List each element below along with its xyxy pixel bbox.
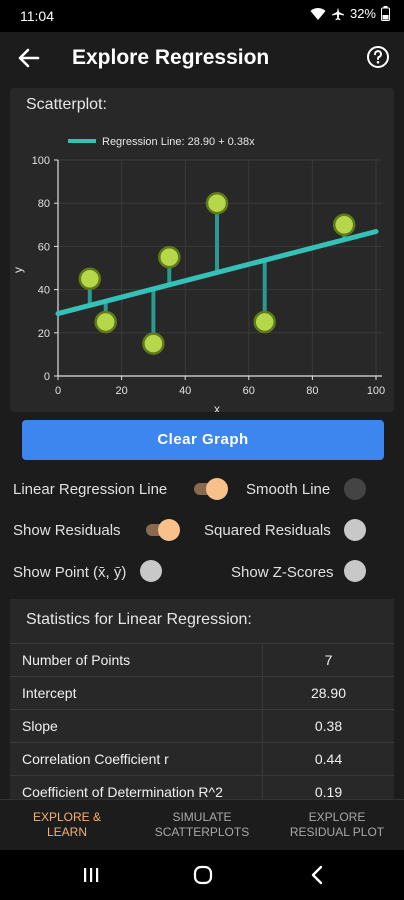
tab-label-line1: EXPLORE & xyxy=(32,810,102,824)
stat-label: Correlation Coefficient r xyxy=(10,742,263,776)
stat-value: 0.19 xyxy=(262,775,394,799)
battery-percent: 32% xyxy=(349,6,376,21)
y-axis-label: y xyxy=(11,267,25,273)
tab-label-line1: SIMULATE xyxy=(172,810,232,824)
data-point[interactable] xyxy=(205,191,229,215)
stat-label: Coefficient of Determination R^2 xyxy=(10,775,263,799)
main-content: Scatterplot: 0 20 40 60 80 100 0 20 40 60 80 100 y… xyxy=(0,84,404,799)
statistics-table: Number of Points 7 Intercept 28.90 Slope 0.… xyxy=(10,643,394,799)
data-point[interactable] xyxy=(158,245,181,269)
stat-value: 0.38 xyxy=(262,709,394,743)
airplane-icon xyxy=(331,7,344,20)
tab-label-line2: LEARN xyxy=(46,825,87,839)
x-axis-label: x xyxy=(214,402,220,412)
wifi-icon xyxy=(310,7,326,20)
scatterplot-chart[interactable]: 0 20 40 60 80 100 0 20 40 60 80 100 y x Regression… xyxy=(10,88,394,412)
regression-line xyxy=(55,228,379,317)
data-point[interactable] xyxy=(78,267,102,291)
statistics-panel: Statistics for Linear Regression: Number… xyxy=(10,599,394,799)
y-tick-label: 80 xyxy=(38,198,50,210)
tab-label-line1: EXPLORE xyxy=(308,810,366,824)
x-tick-label: 0 xyxy=(55,385,61,397)
x-tick-label: 60 xyxy=(243,385,255,397)
linear-regression-line-label: Linear Regression Line xyxy=(13,481,168,498)
help-icon[interactable] xyxy=(366,45,390,69)
x-tick-label: 40 xyxy=(179,385,191,397)
smooth-line-toggle[interactable] xyxy=(340,478,376,500)
y-tick-label: 100 xyxy=(32,155,50,167)
table-row: Intercept 28.90 xyxy=(10,676,394,710)
back-arrow-icon[interactable] xyxy=(14,44,44,72)
tab-explore-residual-plot[interactable]: EXPLORE RESIDUAL PLOT xyxy=(270,810,404,840)
status-time: 11:04 xyxy=(20,8,54,24)
back-nav-icon[interactable] xyxy=(308,865,326,885)
y-tick-label: 40 xyxy=(38,285,50,297)
x-tick-label: 20 xyxy=(115,385,127,397)
status-bar: 11:04 32% xyxy=(0,0,404,32)
tab-simulate-scatterplots[interactable]: SIMULATE SCATTERPLOTS xyxy=(135,810,269,840)
stat-value: 7 xyxy=(262,643,394,677)
status-icons: 32% xyxy=(310,6,390,21)
table-row: Coefficient of Determination R^2 0.19 xyxy=(10,775,394,799)
y-tick-label: 60 xyxy=(38,241,50,253)
show-residuals-label: Show Residuals xyxy=(13,522,121,539)
stat-value: 0.44 xyxy=(262,742,394,776)
data-point[interactable] xyxy=(332,213,356,237)
data-point[interactable] xyxy=(253,310,276,334)
squared-residuals-toggle[interactable] xyxy=(340,519,376,541)
show-residuals-toggle[interactable] xyxy=(144,519,180,541)
stat-value: 28.90 xyxy=(262,676,394,710)
stat-label: Intercept xyxy=(10,676,263,710)
data-point[interactable] xyxy=(94,310,117,334)
squared-residuals-label: Squared Residuals xyxy=(204,522,331,539)
table-row: Slope 0.38 xyxy=(10,709,394,743)
table-row: Number of Points 7 xyxy=(10,643,394,677)
tab-explore-learn[interactable]: EXPLORE & LEARN xyxy=(0,810,134,840)
show-zscores-label: Show Z-Scores xyxy=(231,564,334,581)
recent-apps-icon[interactable] xyxy=(82,866,100,884)
system-nav-bar xyxy=(0,850,404,900)
x-tick-label: 80 xyxy=(306,385,318,397)
home-icon[interactable] xyxy=(193,865,213,885)
scatterplot-card[interactable]: Scatterplot: 0 20 40 60 80 100 0 20 40 60 80 100 y… xyxy=(10,88,394,412)
show-point-label: Show Point (x̄, ȳ) xyxy=(13,564,127,581)
y-tick-label: 0 xyxy=(44,371,50,383)
page-title: Explore Regression xyxy=(72,46,270,69)
stat-label: Slope xyxy=(10,709,263,743)
tab-label-line2: RESIDUAL PLOT xyxy=(289,825,385,839)
data-point[interactable] xyxy=(142,332,165,355)
show-point-toggle[interactable] xyxy=(136,560,172,582)
clear-graph-button[interactable]: Clear Graph xyxy=(22,420,384,460)
legend-label: Regression Line: 28.90 + 0.38x xyxy=(102,136,255,148)
battery-icon xyxy=(381,6,390,21)
app-bar: Explore Regression xyxy=(0,32,404,84)
stat-label: Number of Points xyxy=(10,643,263,677)
scatterplot-label: Scatterplot: xyxy=(26,96,107,113)
tab-label-line2: SCATTERPLOTS xyxy=(154,825,250,839)
statistics-title: Statistics for Linear Regression: xyxy=(26,611,252,628)
bottom-tab-bar: EXPLORE & LEARN SIMULATE SCATTERPLOTS EX… xyxy=(0,799,404,850)
y-tick-label: 20 xyxy=(38,328,50,340)
smooth-line-label: Smooth Line xyxy=(246,481,331,498)
show-zscores-toggle[interactable] xyxy=(340,560,376,582)
x-tick-label: 100 xyxy=(367,385,385,397)
linear-regression-line-toggle[interactable] xyxy=(192,478,228,500)
table-row: Correlation Coefficient r 0.44 xyxy=(10,742,394,776)
